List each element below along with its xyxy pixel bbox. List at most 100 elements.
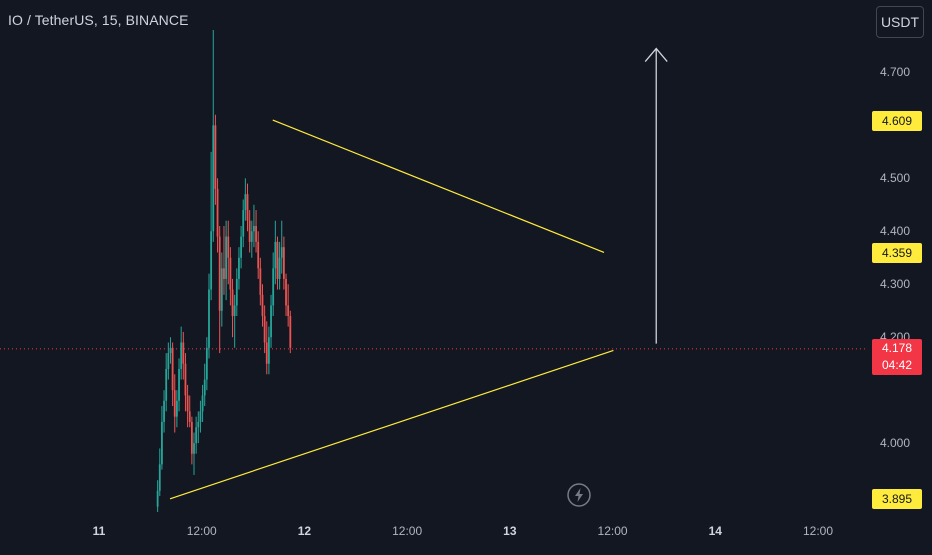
candle[interactable] (225, 220, 228, 301)
candle[interactable] (210, 151, 213, 301)
candle-body (261, 294, 264, 317)
candle[interactable] (214, 114, 217, 205)
candle[interactable] (163, 390, 165, 433)
candle[interactable] (180, 326, 183, 380)
candle[interactable] (287, 284, 290, 327)
candle-body (246, 194, 249, 221)
candle[interactable] (188, 395, 191, 428)
candle-body (255, 225, 257, 242)
candle[interactable] (186, 384, 189, 428)
currency-button[interactable]: USDT (876, 6, 924, 38)
candle-body (199, 411, 202, 422)
candle[interactable] (171, 342, 174, 407)
candle[interactable] (165, 353, 168, 412)
resistance-trendline[interactable] (272, 119, 605, 254)
support-trendline[interactable] (169, 349, 614, 500)
candle[interactable] (282, 236, 285, 290)
candle[interactable] (270, 294, 272, 348)
candle-body (186, 395, 189, 412)
candle[interactable] (190, 416, 193, 465)
candle[interactable] (235, 268, 238, 317)
candle[interactable] (278, 241, 281, 290)
lightning-bolt-icon[interactable] (567, 483, 591, 507)
time-tick-hour: 12:00 (597, 524, 628, 538)
target-arrow[interactable] (644, 47, 668, 344)
candle[interactable] (285, 273, 287, 317)
candle[interactable] (175, 390, 178, 428)
candle[interactable] (208, 273, 210, 359)
bar-countdown: 04:42 (881, 357, 913, 372)
candle[interactable] (233, 294, 236, 348)
candle[interactable] (231, 278, 234, 338)
candle[interactable] (220, 252, 223, 327)
candle[interactable] (205, 337, 208, 391)
candle[interactable] (182, 331, 185, 380)
candle[interactable] (158, 448, 161, 497)
candle[interactable] (265, 321, 268, 375)
candle[interactable] (156, 480, 159, 512)
candle[interactable] (280, 220, 283, 274)
candle-body (195, 427, 198, 444)
candle[interactable] (161, 406, 163, 470)
candle-body (282, 247, 285, 279)
candle[interactable] (268, 326, 270, 375)
candle-body (229, 257, 232, 290)
candle[interactable] (246, 183, 249, 232)
candle[interactable] (195, 416, 198, 454)
price-axis[interactable]: 4.700 4.500 4.400 4.300 4.200 4.000 4.609 4.359… (866, 0, 932, 550)
candle[interactable] (238, 247, 240, 290)
candle[interactable] (263, 305, 266, 354)
price-tick-label: 4.300 (880, 277, 911, 292)
candle[interactable] (229, 247, 232, 306)
candle-body (212, 125, 215, 232)
candle[interactable] (242, 199, 245, 248)
candle[interactable] (276, 236, 279, 290)
candle-body (169, 347, 172, 354)
candle[interactable] (173, 374, 176, 433)
candle[interactable] (167, 342, 170, 380)
candle[interactable] (248, 210, 251, 253)
time-tick-day: 11 (92, 524, 106, 538)
candle[interactable] (274, 220, 277, 285)
candle-body (214, 125, 217, 189)
candle[interactable] (289, 310, 292, 354)
price-marker-badge: 4.609 (872, 110, 922, 131)
candle[interactable] (223, 225, 225, 295)
candle-body (216, 188, 219, 237)
candle-body (165, 368, 168, 401)
candle-body (276, 241, 279, 279)
candle-body (178, 368, 180, 401)
candle[interactable] (193, 432, 195, 475)
candle[interactable] (169, 337, 172, 364)
candle[interactable] (216, 178, 219, 253)
symbol-title[interactable]: IO / TetherUS, 15, BINANCE (8, 12, 189, 28)
candle[interactable] (212, 30, 215, 242)
candle-body (210, 231, 213, 290)
time-tick-hour: 12:00 (186, 524, 217, 538)
candle[interactable] (257, 231, 260, 279)
candle[interactable] (261, 284, 264, 327)
candle[interactable] (240, 225, 242, 269)
price-tick-label: 4.500 (880, 171, 911, 186)
candle[interactable] (203, 363, 206, 407)
candle[interactable] (250, 220, 253, 258)
price-marker-badge: 3.895 (872, 488, 922, 509)
price-marker-badge: 4.359 (872, 242, 922, 263)
candle[interactable] (253, 204, 255, 248)
candle[interactable] (199, 400, 202, 433)
candle-body (268, 337, 270, 364)
candle[interactable] (272, 252, 275, 317)
candle[interactable] (197, 411, 200, 444)
candle[interactable] (184, 353, 187, 412)
time-tick-hour: 12:00 (802, 524, 834, 538)
candle[interactable] (244, 178, 247, 221)
candle[interactable] (259, 257, 262, 306)
candle[interactable] (218, 225, 221, 354)
candle[interactable] (178, 358, 180, 412)
candle[interactable] (227, 220, 230, 285)
candle[interactable] (255, 210, 257, 253)
candle[interactable] (201, 384, 204, 422)
current-price-badge: 4.178 04:42 (872, 338, 922, 375)
